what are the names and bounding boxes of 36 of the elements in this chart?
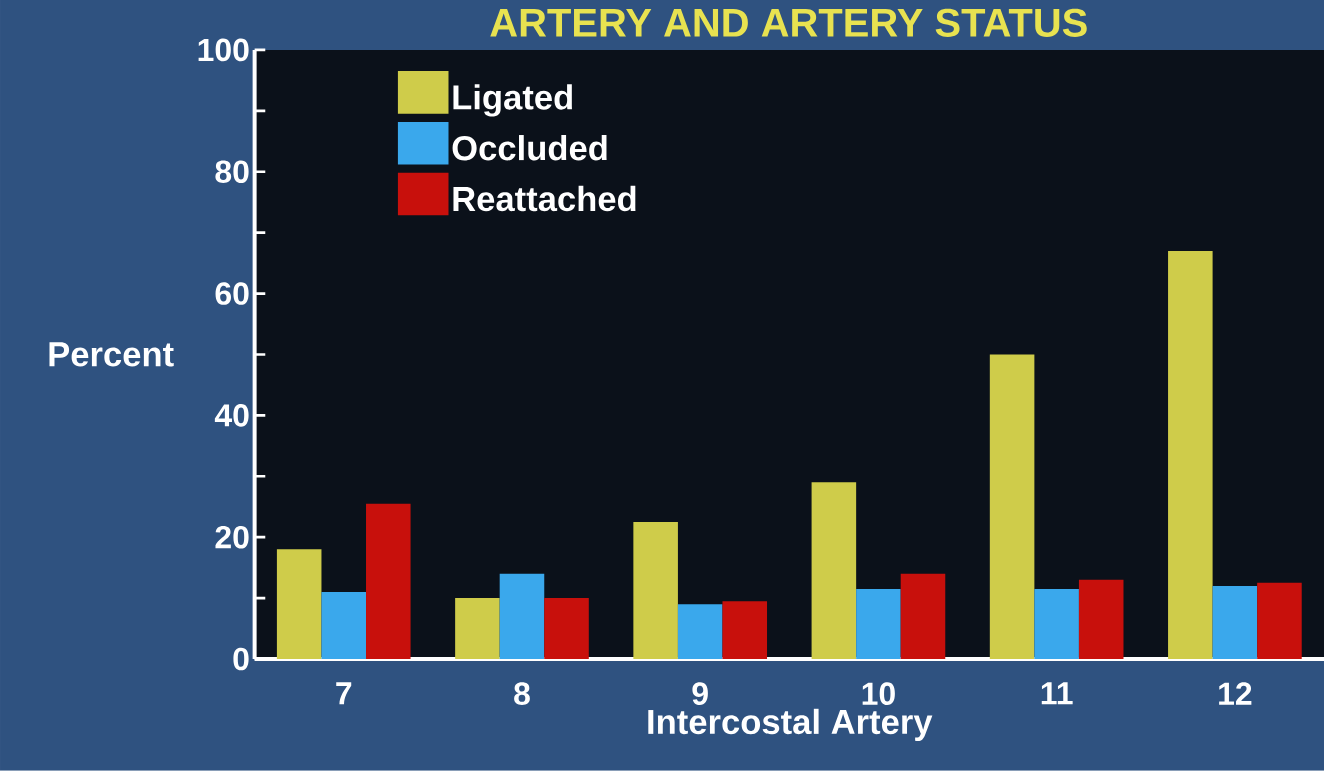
- bar: [722, 601, 768, 660]
- x-tick-label: 8: [514, 682, 530, 706]
- y-tick-label: 20: [215, 525, 249, 549]
- bar: [900, 573, 946, 660]
- y-tick-label: 100: [198, 38, 249, 62]
- legend-label: Ligated: [453, 84, 572, 117]
- bar: [811, 482, 857, 660]
- bar: [677, 604, 723, 660]
- bar: [1257, 582, 1302, 660]
- bar: [856, 589, 901, 660]
- bar: [544, 598, 589, 660]
- bar: [1212, 585, 1258, 660]
- bar: [989, 354, 1035, 660]
- legend-label: Reattached: [453, 185, 636, 212]
- x-tick-label: 7: [336, 682, 352, 705]
- bar: [1168, 250, 1213, 660]
- bar: [633, 522, 678, 660]
- bar: [366, 503, 411, 660]
- x-tick-label: 12: [1219, 682, 1252, 705]
- y-tick-label: 80: [215, 160, 249, 184]
- bar: [455, 598, 500, 660]
- x-axis-title: Intercostal Artery: [648, 708, 933, 742]
- x-tick-label: 9: [692, 682, 708, 706]
- legend-label: Occluded: [452, 135, 607, 161]
- y-axis-title: Percent: [49, 342, 174, 367]
- bar: [321, 592, 367, 660]
- bar: [276, 549, 322, 660]
- y-tick-label: 40: [214, 404, 249, 427]
- bar: [499, 573, 545, 660]
- y-tick-label: 60: [215, 282, 249, 305]
- bar: [1034, 589, 1079, 660]
- y-tick-label: 0: [233, 647, 249, 671]
- chart-title: ARTERY AND ARTERY STATUS: [490, 8, 1087, 38]
- x-tick-label: 10: [862, 682, 895, 706]
- bar: [1078, 579, 1124, 660]
- x-tick-label: 11: [1041, 682, 1073, 705]
